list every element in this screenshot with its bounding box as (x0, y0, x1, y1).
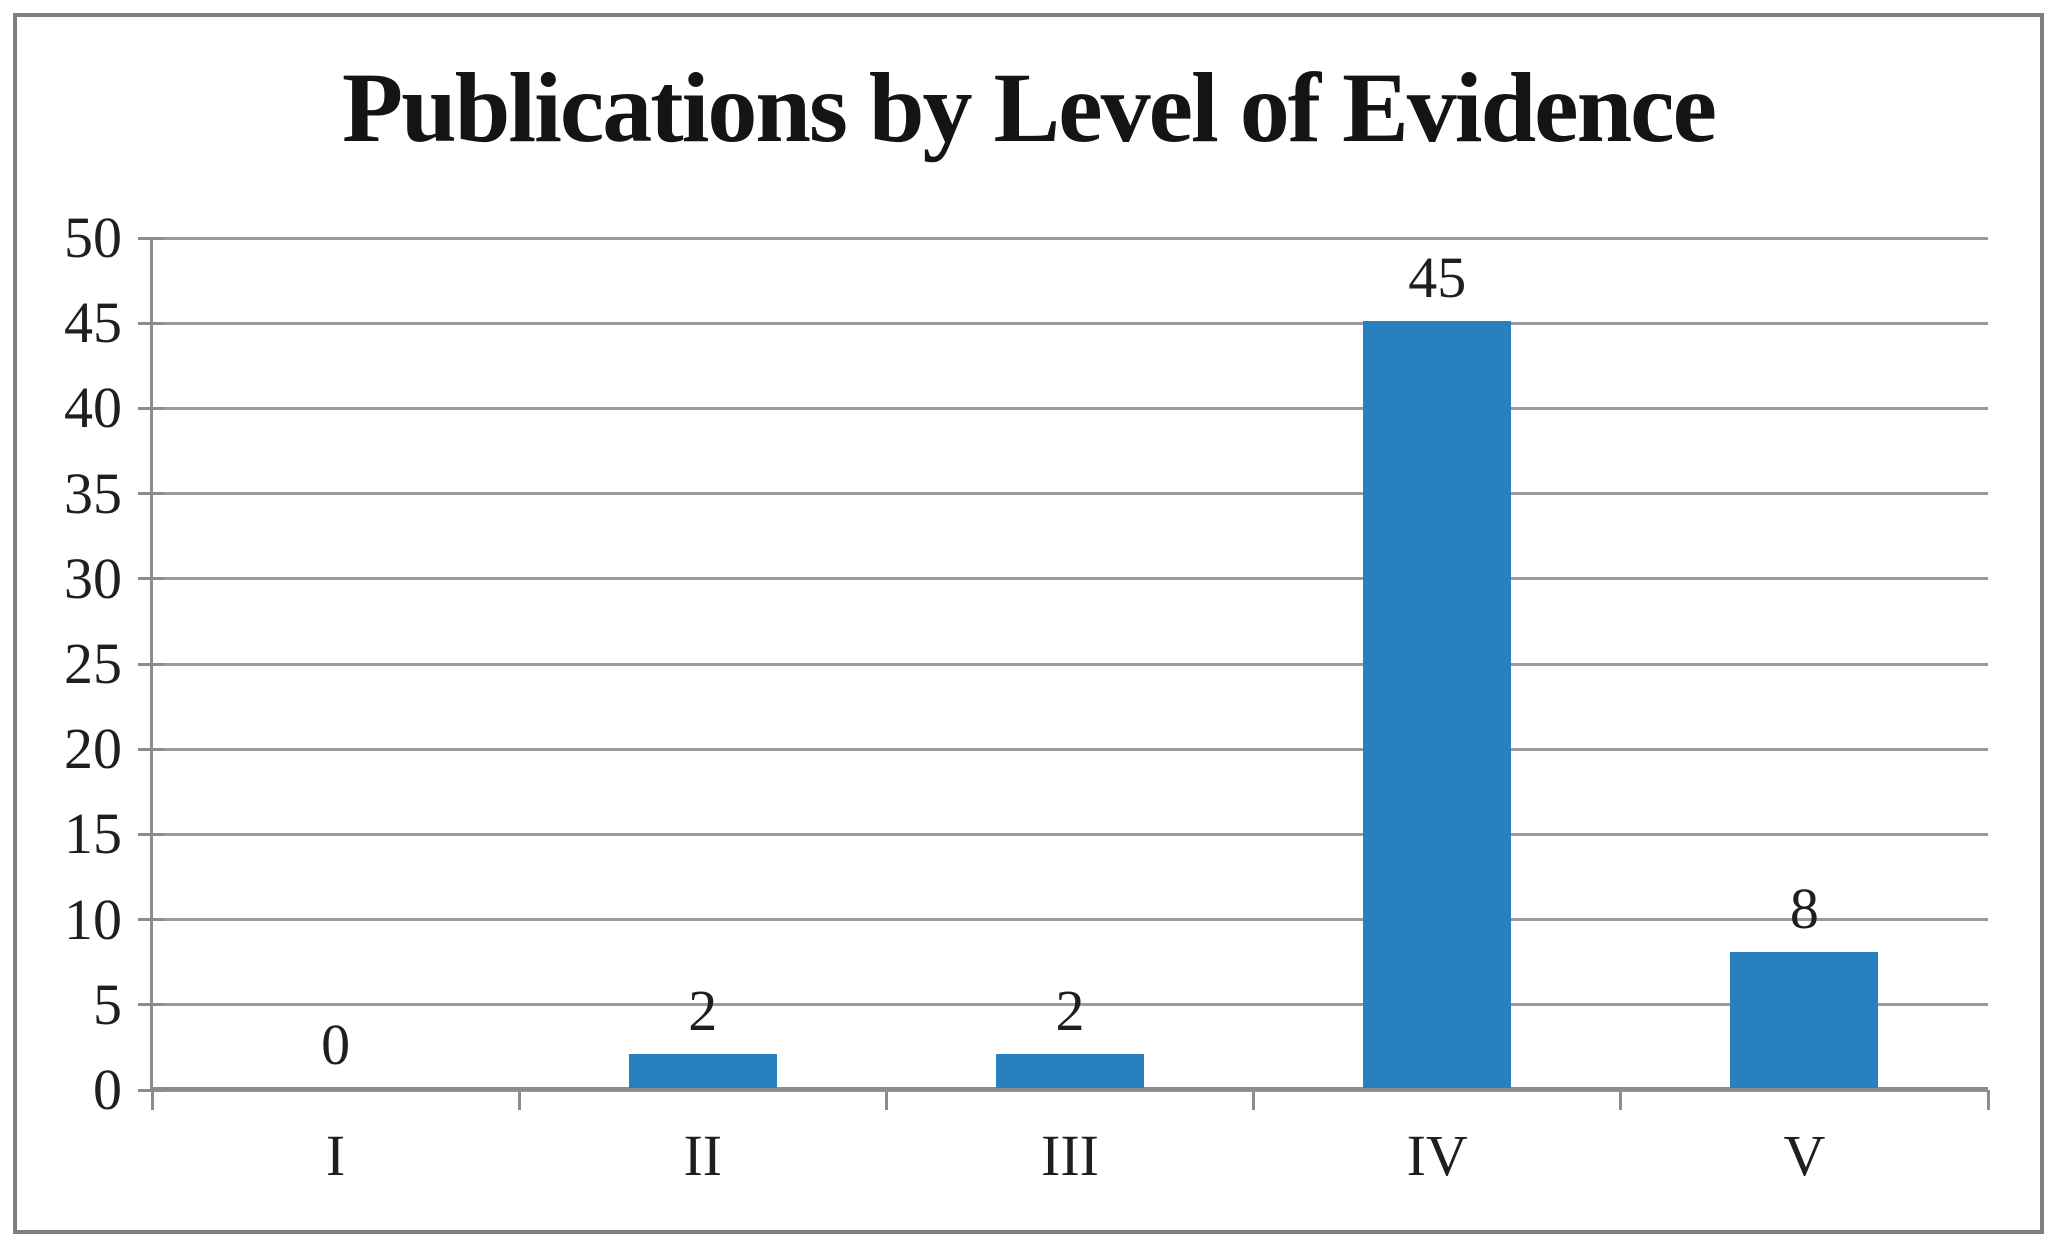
y-axis-tick-label-20: 20 (64, 716, 122, 782)
x-axis-tick-4 (1619, 1090, 1623, 1110)
y-axis-tick-label-5: 5 (93, 971, 122, 1037)
gridline-y-30 (152, 577, 1988, 581)
gridline-y-45 (152, 321, 1988, 325)
x-axis-tick-2 (884, 1090, 888, 1110)
x-axis-tick-3 (1252, 1090, 1256, 1110)
y-axis-tick-label-45: 45 (64, 290, 122, 356)
gridline-y-35 (152, 492, 1988, 496)
bar-III (996, 1053, 1144, 1088)
bar-V (1730, 951, 1879, 1088)
x-axis-tick-label-II: II (683, 1123, 723, 1188)
gridline-y-40 (152, 406, 1988, 410)
x-axis-tick-0 (150, 1090, 154, 1110)
y-axis-tick-label-50: 50 (64, 205, 122, 270)
gridline-y-20 (152, 747, 1988, 751)
gridline-y-5 (152, 1003, 1988, 1007)
y-axis-tick-label-25: 25 (64, 631, 122, 696)
data-label-V: 8 (1789, 875, 1819, 941)
y-axis-tick-label-40: 40 (64, 375, 122, 441)
x-axis-tick-label-I: I (325, 1123, 346, 1188)
gridline-y-15 (152, 832, 1988, 836)
gridline-y-25 (152, 662, 1988, 666)
x-axis-line (152, 1087, 1988, 1091)
y-axis-tick-label-10: 10 (64, 886, 122, 952)
x-axis-tick-labels: I II III IV V (152, 1124, 1988, 1188)
gridline-y-50 (152, 236, 1988, 240)
data-label-II: 2 (688, 977, 718, 1043)
bar-IV (1363, 321, 1512, 1088)
chart-outer-border (13, 13, 2044, 1234)
plot-area: 0 2 2 45 8 (138, 236, 1990, 1110)
chart-title: Publications by Level of Evidence (342, 52, 1717, 163)
data-label-I: 0 (321, 1012, 351, 1077)
y-axis-tick-label-35: 35 (64, 460, 122, 526)
x-axis-tick-1 (517, 1090, 521, 1110)
bar-II (628, 1053, 777, 1088)
x-axis-tick-label-III: III (1041, 1123, 1099, 1188)
data-label-IV: 45 (1408, 245, 1467, 311)
x-axis-tick-label-V: V (1783, 1123, 1826, 1188)
x-axis-tick-label-IV: IV (1406, 1123, 1468, 1188)
y-axis-tick-label-0: 0 (93, 1057, 122, 1122)
data-label-III: 2 (1055, 977, 1085, 1043)
y-axis-tick-label-30: 30 (64, 545, 122, 611)
gridline-y-10 (152, 918, 1988, 922)
y-axis-tick-label-15: 15 (64, 801, 122, 867)
y-axis-line (150, 238, 153, 1090)
x-axis-tick-5 (1986, 1090, 1990, 1110)
